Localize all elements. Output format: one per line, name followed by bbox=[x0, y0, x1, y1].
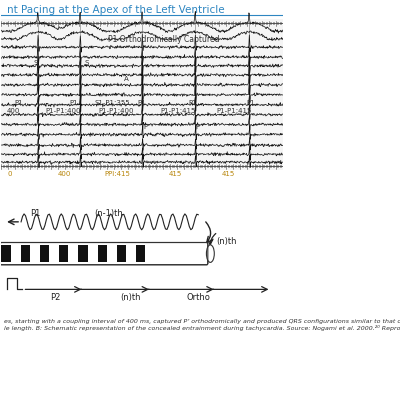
Bar bbox=[136, 245, 145, 262]
Text: P1-P1:415: P1-P1:415 bbox=[216, 108, 252, 114]
Bar bbox=[117, 245, 126, 262]
Bar bbox=[98, 245, 107, 262]
Text: P: P bbox=[196, 124, 200, 130]
Text: 415: 415 bbox=[222, 171, 236, 177]
Text: S: S bbox=[34, 60, 38, 66]
Text: P1-P1:400: P1-P1:400 bbox=[45, 108, 80, 114]
Text: P2: P2 bbox=[50, 293, 60, 302]
Text: (n)th: (n)th bbox=[216, 237, 237, 246]
Text: es, starting with a coupling interval of 400 ms, captured P’ orthodromically and: es, starting with a coupling interval of… bbox=[4, 319, 400, 331]
Text: P: P bbox=[144, 124, 148, 130]
Text: P1: P1 bbox=[138, 100, 146, 106]
Text: P1: P1 bbox=[30, 210, 40, 218]
Text: Ortho: Ortho bbox=[186, 293, 210, 302]
Text: 400: 400 bbox=[7, 108, 20, 114]
Bar bbox=[40, 245, 49, 262]
Text: S: S bbox=[84, 60, 89, 66]
Text: S1-P1:355: S1-P1:355 bbox=[94, 100, 130, 106]
Bar bbox=[1, 245, 11, 262]
Text: 0: 0 bbox=[7, 171, 12, 177]
Text: P1: P1 bbox=[246, 100, 255, 106]
Text: PPI:415: PPI:415 bbox=[104, 171, 130, 177]
Text: 415: 415 bbox=[169, 171, 182, 177]
Text: P1-P1:415: P1-P1:415 bbox=[160, 108, 196, 114]
Bar bbox=[21, 245, 30, 262]
Text: P1-P1:400: P1-P1:400 bbox=[98, 108, 134, 114]
Text: A: A bbox=[124, 76, 128, 82]
Bar bbox=[78, 245, 88, 262]
Bar bbox=[59, 245, 68, 262]
Text: P1: P1 bbox=[188, 100, 197, 106]
Text: 400: 400 bbox=[58, 171, 71, 177]
Text: (n-1)th: (n-1)th bbox=[94, 210, 123, 218]
Bar bbox=[1, 19, 283, 170]
Text: P1: P1 bbox=[14, 100, 23, 106]
Ellipse shape bbox=[206, 245, 214, 262]
FancyBboxPatch shape bbox=[0, 242, 208, 265]
Text: nt Pacing at the Apex of the Left Ventricle: nt Pacing at the Apex of the Left Ventri… bbox=[7, 5, 225, 15]
Text: P1: P1 bbox=[69, 100, 78, 106]
Text: P1 Orthodromically Captured: P1 Orthodromically Captured bbox=[108, 35, 220, 44]
Text: (n)th: (n)th bbox=[120, 293, 141, 302]
